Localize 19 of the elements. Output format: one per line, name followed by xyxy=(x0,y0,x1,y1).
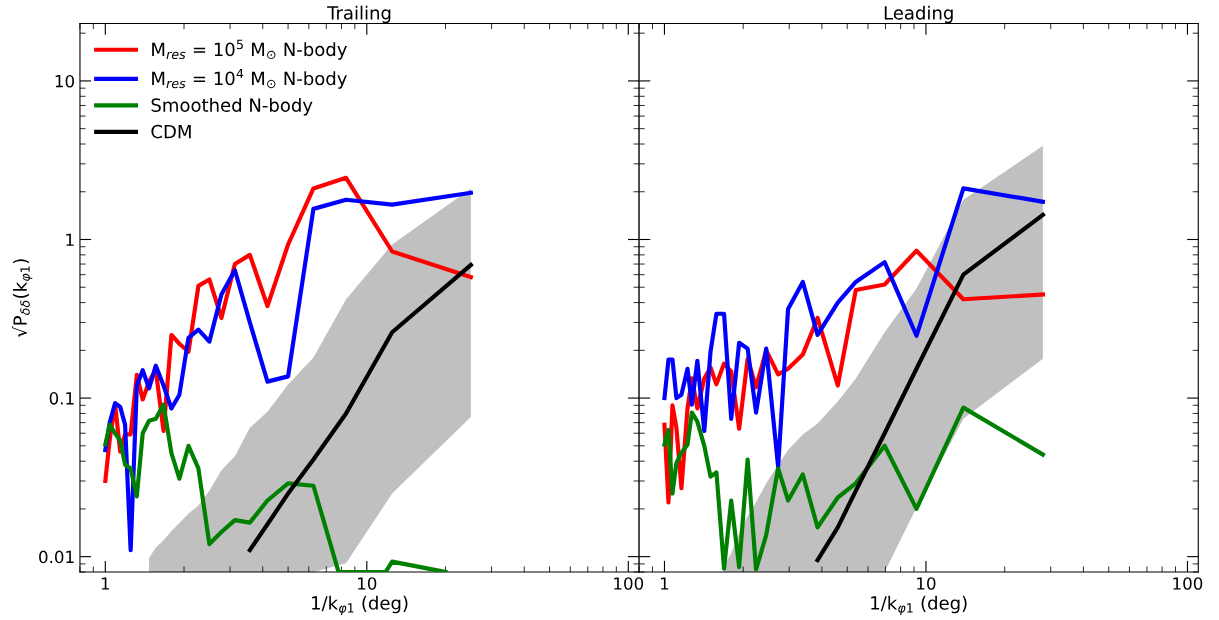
chart-title: Trailing xyxy=(327,5,391,24)
y-tick-label: 1 xyxy=(66,233,74,246)
y-axis-title: √P$_{δδ}$(k$_{φ1}$) xyxy=(12,259,33,338)
x-tick-label: 1 xyxy=(101,577,110,590)
y-tick-label: 0.1 xyxy=(49,392,74,405)
x-axis-title: 1/k$_{φ1}$ (deg) xyxy=(312,595,408,616)
x-tick-label: 100 xyxy=(614,577,644,590)
chart-title: Leading xyxy=(884,5,953,24)
legend-label: CDM xyxy=(151,124,191,139)
x-axis-title: 1/k$_{φ1}$ (deg) xyxy=(871,595,967,616)
x-tick-label: 10 xyxy=(917,577,936,590)
y-tick-label: 0.01 xyxy=(39,550,74,564)
x-tick-label: 10 xyxy=(358,577,377,590)
x-tick-label: 1 xyxy=(660,577,669,590)
x-tick-label: 100 xyxy=(1173,577,1203,590)
legend-label: Smoothed N-body xyxy=(151,97,313,116)
legend-label: M$_{res}$ = 10$^{4}$ M$_{⊙}$ N-body xyxy=(152,68,347,89)
legend-label: M$_{res}$ = 10$^{5}$ M$_{⊙}$ N-body xyxy=(152,39,347,60)
y-tick-label: 10 xyxy=(55,74,74,88)
